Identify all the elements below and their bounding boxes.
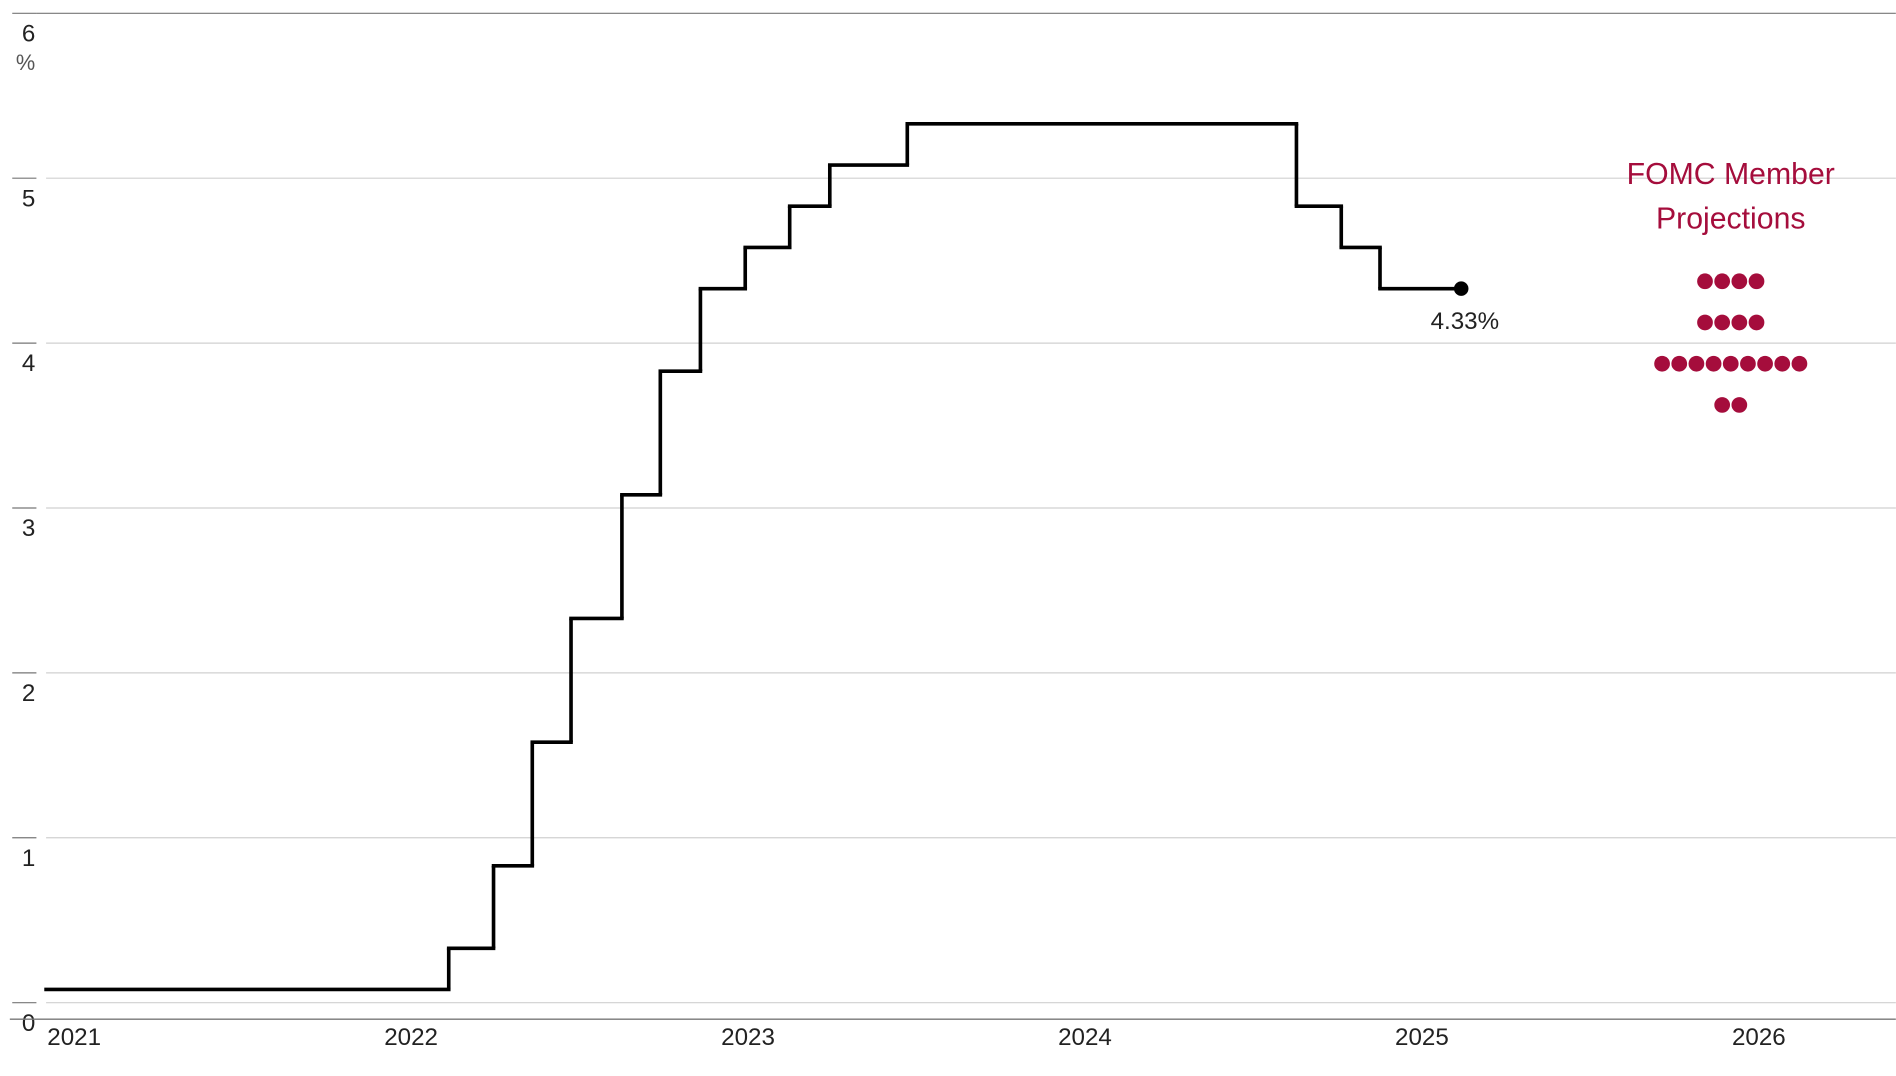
projection-dot [1791,355,1808,372]
projection-dot [1740,355,1756,372]
projection-dot [1748,314,1765,331]
projection-dot [1714,397,1731,413]
projection-dot [1731,314,1748,331]
y-tick-label: 2 [22,680,35,707]
y-unit: % [16,50,35,75]
projection-dot [1748,273,1765,290]
projection-dot [1714,273,1731,290]
projection-dot [1671,355,1688,372]
x-tick-label: 2026 [1732,1024,1786,1051]
projection-dot [1757,355,1773,372]
y-tick-label: 5 [22,185,35,212]
y-tick-label: 6 [22,20,35,47]
projection-dot [1705,355,1722,372]
x-tick-label: 2024 [1058,1024,1112,1051]
value-label: 4.33% [1431,308,1500,335]
y-tick-label: 4 [22,350,35,377]
x-tick-label: 2025 [1395,1024,1449,1051]
projection-dot [1731,273,1748,290]
projection-dot [1774,355,1791,372]
x-tick-label: 2023 [721,1024,775,1051]
projection-dot [1654,355,1670,372]
annotation-box: FOMC Member Projections [1626,157,1835,236]
end-point [1453,281,1469,296]
y-tick-label: 3 [22,515,35,542]
y-tick-label: 0 [22,1010,35,1037]
y-tick-label: 1 [22,845,35,872]
x-tick-label: 2021 [47,1024,101,1051]
projection-dot [1731,397,1748,413]
x-tick-label: 2022 [384,1024,438,1051]
projection-dot [1697,273,1713,290]
projection-dot [1722,355,1739,372]
projection-dot [1714,314,1731,331]
projection-dot [1697,314,1713,331]
projections-label: FOMC Member Projections [1626,157,1835,236]
projection-dot [1688,355,1705,372]
